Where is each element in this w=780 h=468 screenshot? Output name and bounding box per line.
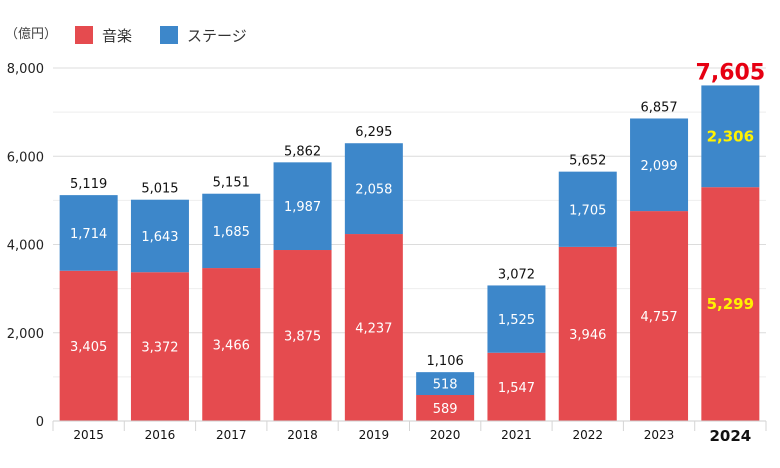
bar-segment-music-2021 [487,352,546,421]
bar-segment-music-2022 [558,246,617,421]
segment-label: 3,946 [569,328,606,343]
segment-label: 1,705 [569,203,606,218]
segment-label: 3,405 [70,340,107,355]
bar-segment-stage-2021 [487,285,546,353]
segment-label: 1,685 [213,225,250,240]
bar-segment-stage-2019 [344,143,403,235]
x-tick-label: 2016 [145,428,176,442]
bar-segment-music-2017 [202,268,261,421]
segment-label: 1,987 [284,200,321,215]
segment-label: 5,299 [707,295,754,313]
legend-swatch-1 [160,26,178,44]
total-label: 7,605 [696,60,766,85]
x-tick-label: 2022 [572,428,603,442]
segment-label: 1,547 [498,381,535,396]
bar-segment-music-2016 [130,272,189,421]
bar-segment-stage-2016 [130,199,189,273]
bar-segment-stage-2022 [558,171,617,247]
segment-label: 3,372 [141,341,178,356]
total-label: 5,015 [141,182,178,197]
y-tick-label: 2,000 [7,327,44,342]
legend-label-0: 音楽 [102,27,132,45]
legend-label-1: ステージ [187,27,247,45]
x-tick-label: 2017 [216,428,247,442]
bar-segment-stage-2020 [416,372,475,396]
x-tick-label: 2024 [709,427,751,445]
x-axis: 2015 2016 2017 2018 2019 2020 2021 2022 2023 2024 [52,420,767,445]
total-label: 6,295 [355,125,392,140]
total-label: 5,119 [70,177,107,192]
segment-label: 518 [433,378,458,393]
segment-label: 1,525 [498,313,535,328]
segment-label: 4,237 [355,322,392,337]
total-label: 6,857 [640,100,677,115]
segment-label: 3,875 [284,330,321,345]
bar-segment-music-2024 [701,187,760,421]
y-tick-label: 0 [36,415,44,430]
x-tick-label: 2018 [287,428,318,442]
segment-label: 589 [433,402,458,417]
bar-segment-music-2015 [59,270,118,421]
bar-segment-stage-2015 [59,195,118,271]
total-label: 1,106 [427,354,464,369]
legend: 音楽 ステージ [75,26,247,45]
x-tick-label: 2019 [359,428,390,442]
bar-segment-music-2019 [344,234,403,421]
x-tick-label: 2021 [501,428,532,442]
x-tick-label: 2023 [644,428,675,442]
bar-segment-stage-2018 [273,162,332,251]
y-tick-label: 8,000 [7,62,44,77]
bar-segment-stage-2017 [202,193,261,269]
segment-label: 2,099 [640,159,677,174]
bar-segment-music-2018 [273,250,332,421]
segment-label: 1,714 [70,227,107,242]
total-label: 5,862 [284,144,321,159]
x-tick-label: 2020 [430,428,461,442]
segment-label: 1,643 [141,230,178,245]
segment-label: 3,466 [213,339,250,354]
total-label: 3,072 [498,267,535,282]
x-tick-label: 2015 [73,428,104,442]
y-axis: 0 2,000 4,000 6,000 8,000 [7,62,44,430]
segment-label: 2,306 [707,127,754,145]
bar-segment-music-2023 [630,211,689,421]
total-label: 5,652 [569,154,606,169]
segment-label: 4,757 [640,310,677,325]
bars: 3,405 1,714 5,119 3,372 1,643 5,015 3,466 1,685… [59,60,766,421]
bar-segment-music-2020 [416,395,475,421]
y-tick-label: 4,000 [7,239,44,254]
bar-segment-stage-2024 [701,85,760,188]
bar-segment-stage-2023 [630,118,689,212]
total-label: 5,151 [213,176,250,191]
y-tick-label: 6,000 [7,150,44,165]
unit-label: （億円） [5,26,57,42]
segment-label: 2,058 [355,183,392,198]
legend-swatch-0 [75,26,93,44]
